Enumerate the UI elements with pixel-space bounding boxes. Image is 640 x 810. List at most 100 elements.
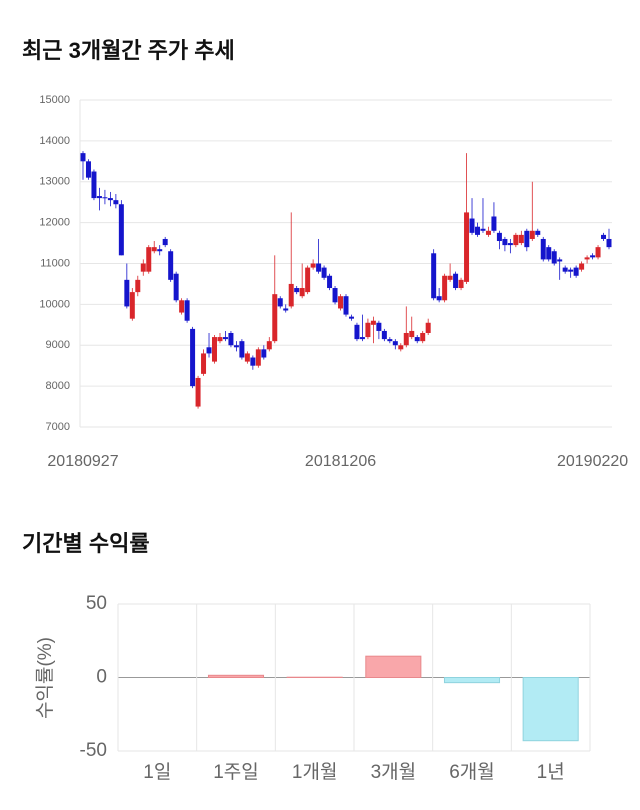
candle-body	[453, 273, 459, 289]
candle-body	[338, 296, 344, 309]
candle-body	[573, 267, 579, 276]
candle-body	[321, 267, 327, 278]
candle-body	[222, 337, 228, 340]
candle-body	[409, 330, 415, 338]
candle-body	[140, 263, 146, 272]
y-tick-label: 14000	[39, 135, 70, 147]
candle-body	[283, 308, 289, 311]
x-tick-label: 1년	[537, 761, 565, 783]
candle-body	[420, 332, 426, 342]
y-tick-label: 0	[96, 667, 107, 688]
candle-body	[359, 337, 365, 340]
y-tick-label: 10000	[39, 298, 70, 310]
candle-body	[272, 294, 278, 342]
candle-body	[529, 230, 535, 239]
candle-body	[151, 247, 157, 252]
candle-body	[217, 337, 223, 342]
candle-body	[425, 322, 431, 333]
candle-body	[255, 349, 261, 366]
candle-body	[436, 296, 442, 301]
candle-body	[195, 377, 201, 407]
candle-body	[579, 263, 585, 270]
candle-body	[348, 316, 354, 319]
candle-body	[327, 275, 333, 289]
y-tick-label: 9000	[46, 339, 70, 351]
bar	[522, 677, 579, 742]
candle-body	[129, 292, 135, 319]
candle-body	[464, 212, 470, 282]
y-tick-label: -50	[80, 740, 107, 761]
x-tick-label: 3개월	[371, 761, 417, 783]
x-tick-label: 1개월	[292, 761, 338, 783]
candle-body	[540, 238, 546, 260]
y-tick-label: 15000	[39, 94, 70, 106]
candle-body	[485, 230, 491, 235]
candle-body	[365, 322, 371, 338]
candle-body	[124, 279, 130, 307]
candle-body	[442, 275, 448, 301]
candle-body	[80, 153, 86, 162]
candle-body	[469, 218, 475, 233]
candle-body	[261, 349, 267, 358]
candle-body	[107, 198, 113, 201]
candle-body	[502, 238, 508, 246]
candle-body	[85, 161, 91, 178]
candle-body	[201, 353, 207, 374]
candle-body	[601, 234, 607, 239]
candle-body	[513, 234, 519, 246]
candle-body	[299, 288, 305, 297]
candle-body	[480, 228, 486, 231]
candle-body	[168, 251, 174, 280]
candle-body	[431, 253, 437, 299]
candle-body	[135, 279, 141, 293]
candle-body	[332, 288, 338, 303]
x-tick-label: 1주일	[213, 761, 259, 783]
candle-body	[562, 267, 568, 272]
candle-body	[91, 171, 97, 199]
candle-body	[447, 275, 453, 280]
candle-body	[551, 251, 557, 264]
candle-body	[162, 238, 168, 246]
candle-body	[305, 267, 311, 293]
candle-body	[606, 238, 612, 248]
candle-body	[179, 300, 185, 313]
candle-body	[113, 200, 119, 205]
chart-title: 기간별 수익률	[22, 531, 150, 556]
candle-body	[354, 324, 360, 340]
candle-body	[458, 279, 464, 289]
x-tick-label: 20180927	[47, 453, 118, 470]
candle-body	[595, 247, 601, 258]
candle-body	[190, 328, 196, 387]
y-tick-label: 50	[86, 593, 107, 614]
candle-body	[518, 234, 524, 244]
candle-body	[102, 197, 108, 199]
candle-body	[250, 357, 256, 366]
candle-body	[288, 283, 294, 307]
candle-body	[584, 257, 590, 260]
y-axis-title: 수익률(%)	[34, 637, 56, 719]
candle-body	[118, 204, 124, 256]
candle-body	[212, 337, 217, 362]
candle-body	[294, 288, 300, 293]
candle-body	[370, 320, 376, 325]
candle-body	[239, 341, 245, 358]
candle-body	[244, 353, 250, 362]
y-tick-label: 8000	[46, 380, 70, 392]
candle-body	[387, 339, 393, 342]
candle-body	[496, 232, 502, 242]
y-tick-label: 7000	[46, 421, 70, 433]
x-tick-label: 6개월	[449, 761, 495, 783]
candle-body	[266, 341, 272, 350]
x-tick-label: 20190220	[557, 453, 628, 470]
candle-body	[414, 337, 420, 342]
candle-body	[233, 345, 239, 348]
candle-body	[206, 347, 212, 354]
bar	[207, 674, 265, 678]
candle-body	[491, 216, 497, 231]
bar	[365, 655, 422, 678]
candle-body	[157, 249, 163, 252]
chart-title: 최근 3개월간 주가 추세	[22, 38, 235, 63]
candle-body	[590, 255, 596, 258]
candle-body	[535, 230, 541, 235]
